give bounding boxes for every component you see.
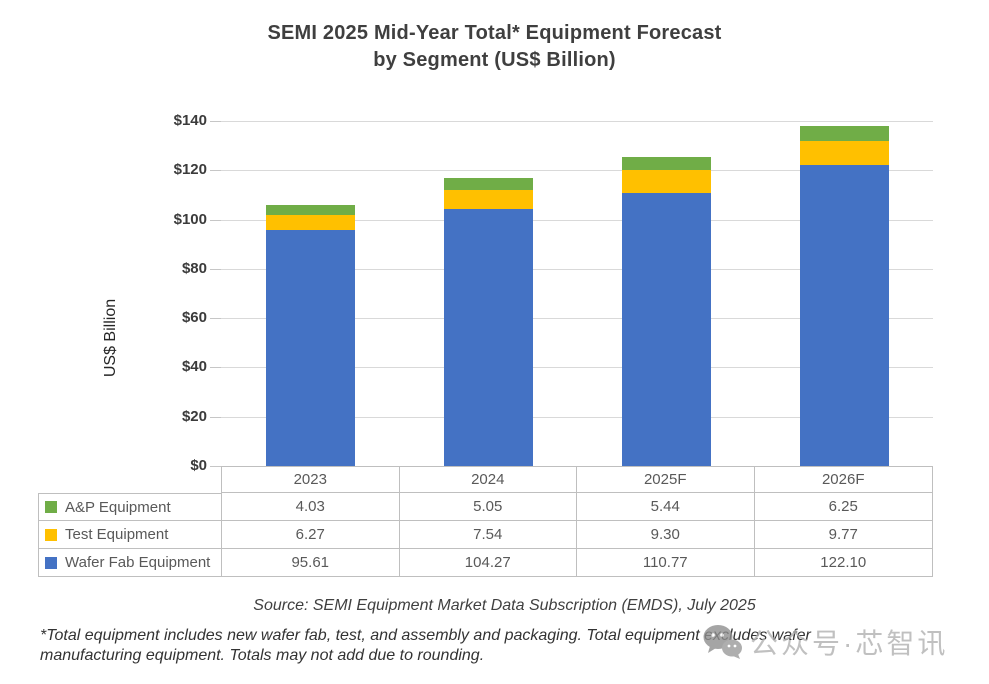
bar-segment [443, 190, 533, 210]
bar-segment [443, 209, 533, 466]
y-axis-tickmark [210, 367, 221, 368]
value-cell: 9.77 [754, 521, 932, 549]
y-axis-tick-label: $20 [181, 408, 207, 425]
value-cell: 110.77 [577, 549, 755, 576]
legend-swatch-icon [45, 556, 57, 569]
gridline [221, 417, 933, 418]
gridline [221, 318, 933, 319]
value-cell: 5.05 [399, 493, 577, 521]
legend-swatch-icon [45, 501, 57, 513]
value-cell: 6.27 [222, 521, 400, 549]
source-note: Source: SEMI Equipment Market Data Subsc… [253, 597, 756, 614]
y-axis-title-text: US$ Billion [102, 298, 119, 378]
legend-table: A&P Equipment Test Equipment Wafer Fab Equ… [38, 493, 221, 577]
y-axis-tick-label: $120 [173, 161, 207, 178]
value-cell: 6.25 [754, 493, 932, 521]
wechat-chat-bubbles-icon [703, 625, 742, 659]
y-axis-tick-label: $0 [190, 457, 207, 474]
legend-label-cell: A&P Equipment [39, 494, 221, 521]
value-cell: 7.54 [399, 521, 577, 549]
legend-label: A&P Equipment [65, 498, 171, 516]
value-cell: 4.03 [222, 493, 400, 521]
chart-title: SEMI 2025 Mid-Year Total* Equipment Fore… [267, 22, 722, 71]
bar-segment [265, 230, 355, 466]
bar-segment [265, 205, 355, 215]
y-axis-tickmark [210, 466, 221, 467]
bar-segment [265, 214, 355, 231]
legend-label: Wafer Fab Equipment [65, 554, 211, 571]
y-axis-tickmark [210, 121, 221, 122]
bar-segment [621, 170, 711, 194]
gridline [221, 121, 933, 122]
watermark-text: 公众号·芯智讯 [750, 628, 949, 659]
data-table: 2023 2024 2025F 2026F 4.03 5.05 5.44 6.25 6.27 7.… [221, 466, 933, 577]
legend-swatch-icon [45, 528, 57, 541]
y-axis-tick-label: $40 [181, 358, 207, 375]
bar-segment [799, 141, 889, 166]
year-header-cell: 2025F [577, 467, 755, 493]
value-cell: 95.61 [222, 549, 400, 576]
value-cell: 122.10 [754, 549, 932, 576]
bar-segment [621, 156, 711, 171]
year-header-cell: 2023 [222, 467, 400, 493]
legend-label-cell: Test Equipment [39, 521, 221, 549]
gridline [221, 220, 933, 221]
legend-label: Test Equipment [65, 526, 169, 543]
bar-segment [799, 125, 889, 142]
legend-label-cell: Wafer Fab Equipment [39, 549, 221, 576]
bar-segment [443, 178, 533, 191]
value-cell: 9.30 [577, 521, 755, 549]
watermark: 公众号·芯智讯 [702, 616, 982, 668]
gridline [221, 170, 933, 171]
y-axis-tick-label: $60 [181, 309, 207, 326]
year-header-cell: 2026F [754, 467, 932, 493]
gridline [221, 269, 933, 270]
footnote: *Total equipment includes new wafer fab,… [40, 627, 811, 664]
value-cell: 5.44 [577, 493, 755, 521]
gridline [221, 367, 933, 368]
y-axis-tickmark [210, 318, 221, 319]
y-axis-tick-label: $100 [173, 211, 207, 228]
y-axis-tickmark [210, 170, 221, 171]
y-axis-tickmark [210, 417, 221, 418]
y-axis-tickmark [210, 269, 221, 270]
bar-segment [621, 193, 711, 466]
y-axis-tick-label: $80 [181, 260, 207, 277]
year-header-cell: 2024 [399, 467, 577, 493]
bar-segment [799, 165, 889, 466]
y-axis-tick-label: $140 [173, 112, 207, 129]
value-cell: 104.27 [399, 549, 577, 576]
y-axis-tickmark [210, 220, 221, 221]
